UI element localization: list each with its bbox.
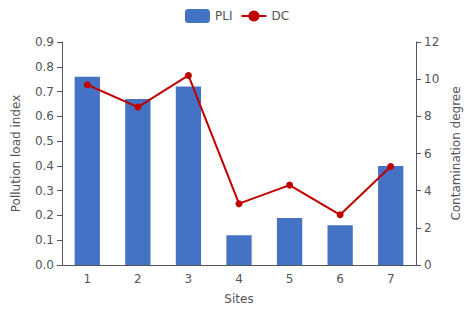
svg-text:0.6: 0.6 [35, 109, 54, 123]
svg-text:0.2: 0.2 [35, 208, 54, 222]
svg-text:0.3: 0.3 [35, 184, 54, 198]
svg-text:8: 8 [424, 109, 432, 123]
svg-text:3: 3 [185, 272, 193, 286]
svg-text:1: 1 [83, 272, 91, 286]
svg-text:Sites: Sites [224, 292, 253, 306]
svg-text:DC: DC [271, 9, 289, 23]
svg-text:0.0: 0.0 [35, 258, 54, 272]
svg-text:6: 6 [336, 272, 344, 286]
svg-text:0.1: 0.1 [35, 233, 54, 247]
svg-text:0.9: 0.9 [35, 35, 54, 49]
svg-text:0.4: 0.4 [35, 159, 54, 173]
svg-text:Contamination degree: Contamination degree [449, 86, 463, 220]
svg-text:10: 10 [424, 72, 439, 86]
svg-text:0.8: 0.8 [35, 60, 54, 74]
svg-text:PLI: PLI [215, 9, 232, 23]
svg-text:4: 4 [424, 184, 432, 198]
svg-text:4: 4 [235, 272, 243, 286]
svg-text:2: 2 [134, 272, 142, 286]
svg-text:0: 0 [424, 258, 432, 272]
svg-text:6: 6 [424, 147, 432, 161]
svg-text:7: 7 [387, 272, 395, 286]
svg-text:0.7: 0.7 [35, 85, 54, 99]
svg-text:0.5: 0.5 [35, 134, 54, 148]
svg-text:Pollution load index: Pollution load index [9, 95, 23, 213]
svg-text:12: 12 [424, 35, 439, 49]
svg-text:5: 5 [286, 272, 294, 286]
svg-text:2: 2 [424, 221, 432, 235]
